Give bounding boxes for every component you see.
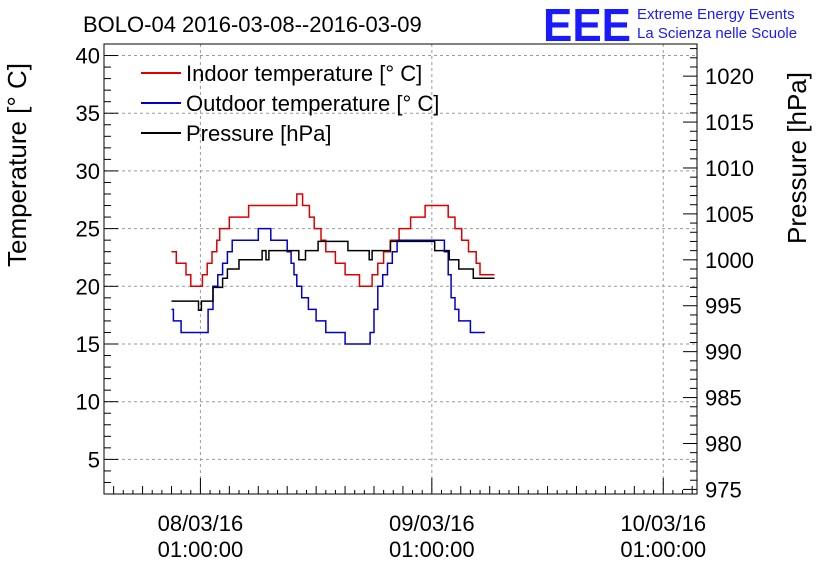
y2-tick-label-5: 1000 bbox=[705, 248, 754, 273]
y-axis-title: Temperature [° C] bbox=[2, 63, 32, 267]
chart-title: BOLO-04 2016-03-08--2016-03-09 bbox=[83, 12, 422, 37]
x-axis: 08/03/1601:00:0009/03/1601:00:0010/03/16… bbox=[113, 478, 706, 562]
y2-tick-label-0: 975 bbox=[705, 477, 742, 502]
y-tick-label-6: 35 bbox=[76, 101, 100, 126]
y-tick-label-1: 10 bbox=[76, 390, 100, 415]
x-tick-label-date-2: 10/03/16 bbox=[620, 511, 706, 536]
y2-tick-label-8: 1015 bbox=[705, 110, 754, 135]
eee-logo-line1: Extreme Energy Events bbox=[637, 6, 795, 23]
x-tick-label-time-1: 01:00:00 bbox=[389, 537, 475, 562]
x-tick-label-date-0: 08/03/16 bbox=[158, 511, 244, 536]
eee-logo: EEE Extreme Energy Events La Scienza nel… bbox=[543, 0, 797, 51]
y-tick-label-4: 25 bbox=[76, 217, 100, 242]
series-line-1 bbox=[171, 227, 485, 345]
x-tick-label-time-0: 01:00:00 bbox=[158, 537, 244, 562]
y-tick-label-0: 5 bbox=[88, 447, 100, 472]
x-tick-label-time-2: 01:00:00 bbox=[620, 537, 706, 562]
y2-tick-label-9: 1020 bbox=[705, 64, 754, 89]
legend-label-1: Outdoor temperature [° C] bbox=[186, 91, 439, 116]
y2-tick-label-6: 1005 bbox=[705, 202, 754, 227]
x-tick-label-date-1: 09/03/16 bbox=[389, 511, 475, 536]
legend-label-2: Pressure [hPa] bbox=[186, 121, 332, 146]
left-axis: 5 10 15 20 25 30 35 40 bbox=[76, 43, 118, 483]
right-axis: 975 980 985 990 995 1000 1005 1010 1015 1020 bbox=[683, 48, 754, 502]
y-tick-label-2: 15 bbox=[76, 332, 100, 357]
eee-logo-mark: EEE bbox=[543, 0, 631, 51]
series-line-0 bbox=[171, 193, 495, 288]
legend: Indoor temperature [° C] Outdoor temperat… bbox=[141, 61, 439, 146]
legend-label-0: Indoor temperature [° C] bbox=[186, 61, 422, 86]
y2-tick-label-4: 995 bbox=[705, 294, 742, 319]
y2-tick-label-1: 980 bbox=[705, 431, 742, 456]
y2-tick-label-2: 985 bbox=[705, 386, 742, 411]
y2-tick-label-3: 990 bbox=[705, 340, 742, 365]
y-tick-label-3: 20 bbox=[76, 274, 100, 299]
series-layer bbox=[171, 193, 495, 345]
y-tick-label-5: 30 bbox=[76, 159, 100, 184]
y-tick-label-7: 40 bbox=[76, 44, 100, 69]
eee-logo-line2: La Scienza nelle Scuole bbox=[637, 25, 797, 42]
y2-axis-title: Pressure [hPa] bbox=[782, 72, 812, 244]
y2-tick-label-7: 1010 bbox=[705, 156, 754, 181]
series-line-2 bbox=[171, 240, 495, 312]
